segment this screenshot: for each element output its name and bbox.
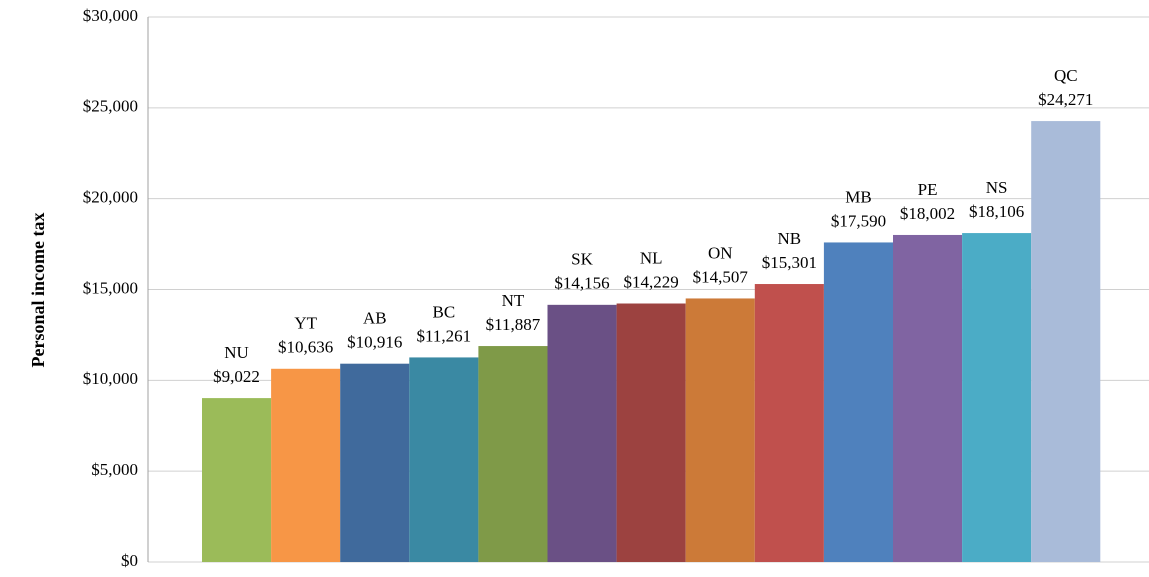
value-label: $14,229 <box>624 272 679 291</box>
bar-category-label: PE <box>918 180 938 199</box>
y-axis-label: Personal income tax <box>28 213 48 368</box>
value-label: $18,106 <box>969 202 1024 221</box>
value-label: $17,590 <box>831 211 886 230</box>
bar-category-label: SK <box>571 250 593 269</box>
value-label: $11,887 <box>486 315 541 334</box>
bar-category-label: QC <box>1054 66 1078 85</box>
bar <box>962 233 1032 562</box>
bar <box>893 234 963 562</box>
bar-category-label: YT <box>294 314 317 333</box>
bar <box>685 298 755 562</box>
bar-category-label: ON <box>708 243 733 262</box>
bar <box>478 346 548 562</box>
bar-category-label: NL <box>640 248 663 267</box>
bar <box>202 398 272 562</box>
bar-category-label: NS <box>986 178 1008 197</box>
bar <box>1031 121 1101 562</box>
bar <box>754 284 824 562</box>
value-label: $15,301 <box>762 253 817 272</box>
bar-category-label: NU <box>224 343 249 362</box>
bar <box>547 304 617 562</box>
value-label: $10,636 <box>278 338 333 357</box>
bar <box>823 242 893 562</box>
y-tick-label: $15,000 <box>83 278 138 297</box>
value-label: $14,156 <box>554 274 609 293</box>
bar <box>409 357 479 562</box>
bar-category-label: AB <box>363 309 387 328</box>
value-label: $18,002 <box>900 204 955 223</box>
value-label: $14,507 <box>693 267 749 286</box>
value-label: $11,261 <box>417 326 472 345</box>
y-tick-label: $5,000 <box>91 460 138 479</box>
value-label: $10,916 <box>347 333 402 352</box>
y-tick-label: $30,000 <box>83 6 138 25</box>
bar-category-label: MB <box>845 187 871 206</box>
bar <box>616 303 686 562</box>
bar-category-label: BC <box>433 302 456 321</box>
bar-category-label: NB <box>778 229 802 248</box>
y-tick-label: $0 <box>121 551 138 570</box>
value-label: $24,271 <box>1038 90 1093 109</box>
value-label: $9,022 <box>213 367 260 386</box>
y-tick-label: $10,000 <box>83 369 138 388</box>
bar <box>271 368 341 562</box>
y-tick-label: $25,000 <box>83 97 138 116</box>
bar-category-label: NT <box>502 291 525 310</box>
y-tick-label: $20,000 <box>83 188 138 207</box>
bar <box>340 363 410 562</box>
